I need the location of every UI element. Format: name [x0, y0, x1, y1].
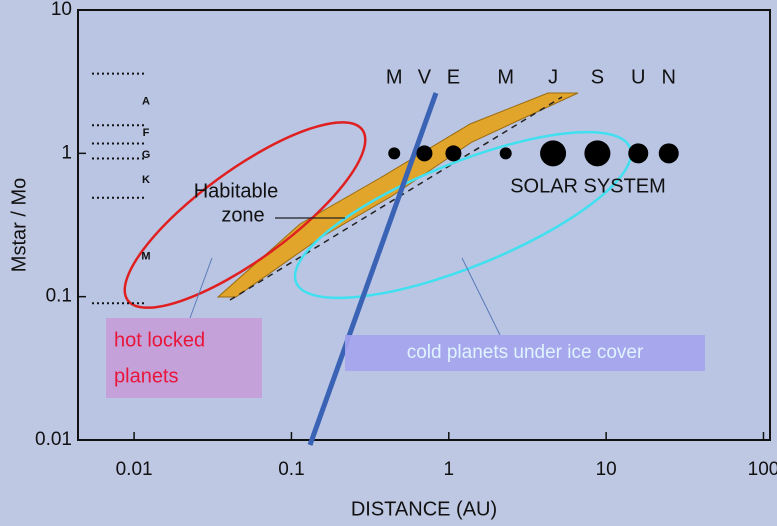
- cold-ellipse: [293, 130, 633, 300]
- planet: [445, 145, 462, 162]
- hot-box: [106, 318, 262, 398]
- boundary-line: [307, 92, 439, 446]
- x-tick-label: 1: [444, 459, 455, 480]
- annotation: hot locked: [114, 329, 205, 351]
- planet-label: E: [447, 66, 460, 88]
- planet: [416, 145, 433, 162]
- planet-label: M: [497, 66, 514, 88]
- planet-label: S: [591, 66, 604, 88]
- annotation: SOLAR SYSTEM: [510, 175, 666, 197]
- planet: [388, 147, 401, 160]
- habitable-center: [229, 96, 563, 301]
- spectral-label: K: [142, 174, 150, 186]
- arrow: [461, 257, 501, 336]
- spectral-label: G: [142, 149, 151, 161]
- annotation: Habitable: [194, 180, 279, 202]
- y-axis-label: Mstar / Mo: [8, 178, 30, 272]
- habitable-band: [216, 92, 579, 298]
- planet-label: J: [548, 66, 558, 88]
- spectral-label: A: [142, 95, 150, 107]
- spectral-label: F: [143, 127, 150, 139]
- annotation: cold planets under ice cover: [407, 342, 644, 363]
- x-tick-label: 10: [596, 459, 617, 480]
- y-tick-label: 0.01: [35, 429, 72, 450]
- hot-ellipse: [123, 121, 367, 309]
- planet-label: U: [631, 66, 645, 88]
- spectral-label: M: [141, 251, 150, 263]
- planet: [628, 143, 649, 164]
- arrow: [189, 257, 213, 319]
- annotation: planets: [114, 365, 179, 387]
- y-tick-label: 0.1: [46, 286, 72, 307]
- planet-label: N: [662, 66, 676, 88]
- planet-label: V: [418, 66, 432, 88]
- x-tick-label: 0.01: [116, 459, 153, 480]
- y-tick-label: 1: [61, 142, 72, 163]
- planet-label: M: [386, 66, 403, 88]
- planet: [658, 143, 679, 164]
- annotation: zone: [221, 204, 264, 226]
- cold-box: [345, 335, 705, 371]
- planet: [540, 140, 567, 167]
- x-axis-label: DISTANCE (AU): [351, 498, 497, 520]
- x-tick-label: 100: [748, 459, 777, 480]
- x-tick-label: 0.1: [278, 459, 304, 480]
- planet: [499, 147, 512, 160]
- y-tick-label: 10: [51, 0, 72, 20]
- planet: [584, 140, 611, 167]
